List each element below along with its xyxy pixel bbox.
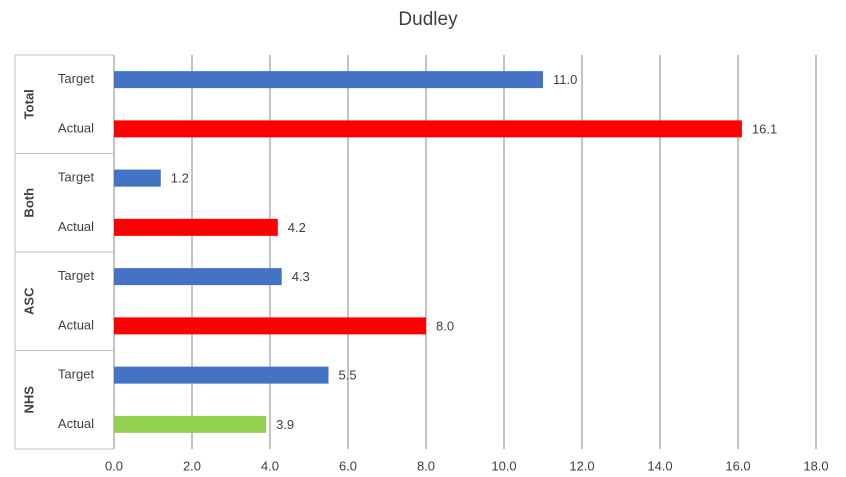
y-tick-label: Actual xyxy=(58,120,94,135)
bar xyxy=(114,268,282,286)
group-label: Total xyxy=(21,89,36,119)
bar xyxy=(114,218,278,236)
value-label: 4.3 xyxy=(292,269,310,284)
value-label: 8.0 xyxy=(436,318,454,333)
value-label: 11.0 xyxy=(553,72,577,87)
y-tick-label: Target xyxy=(58,71,95,86)
bar xyxy=(114,415,267,433)
x-tick-label: 4.0 xyxy=(261,458,279,473)
x-tick-label: 16.0 xyxy=(725,458,750,473)
bar xyxy=(114,71,543,89)
x-tick-label: 8.0 xyxy=(417,458,435,473)
y-tick-label: Actual xyxy=(58,416,94,431)
x-tick-label: 10.0 xyxy=(491,458,516,473)
group-label: Both xyxy=(21,188,36,218)
x-tick-label: 0.0 xyxy=(105,458,123,473)
value-label: 1.2 xyxy=(171,171,189,186)
value-label: 4.2 xyxy=(288,220,306,235)
x-tick-label: 12.0 xyxy=(569,458,594,473)
y-tick-label: Actual xyxy=(58,317,94,332)
bar xyxy=(114,120,742,138)
group-label: ASC xyxy=(21,287,36,315)
x-tick-label: 2.0 xyxy=(183,458,201,473)
bar xyxy=(114,317,426,335)
x-tick-label: 18.0 xyxy=(803,458,828,473)
y-tick-label: Actual xyxy=(58,219,94,234)
x-tick-label: 6.0 xyxy=(339,458,357,473)
y-tick-label: Target xyxy=(58,170,95,185)
bar xyxy=(114,366,329,384)
value-label: 3.9 xyxy=(276,417,294,432)
value-label: 16.1 xyxy=(752,121,777,136)
value-label: 5.5 xyxy=(339,368,357,383)
chart-title: Dudley xyxy=(398,9,458,30)
group-label: NHS xyxy=(21,386,36,414)
bar xyxy=(114,169,161,187)
x-tick-label: 14.0 xyxy=(647,458,672,473)
y-tick-label: Target xyxy=(58,268,95,283)
y-tick-label: Target xyxy=(58,367,95,382)
